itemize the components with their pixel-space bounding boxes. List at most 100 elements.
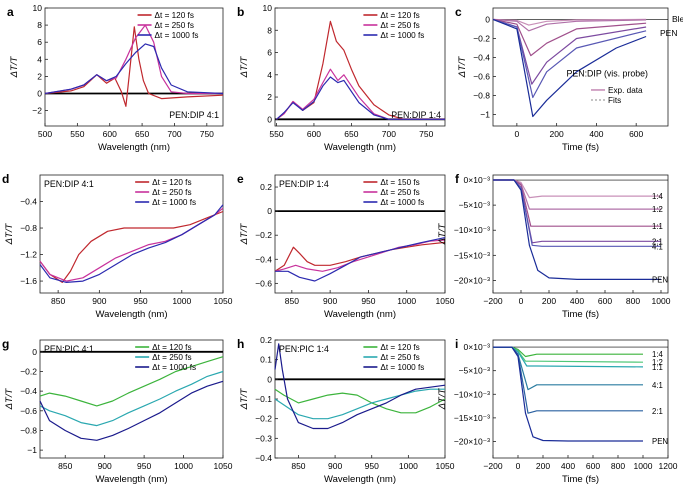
legend-entry: Δt = 250 fs bbox=[380, 353, 419, 362]
y-tick-label: 0 bbox=[267, 114, 272, 124]
series-line--t-250-fs bbox=[39, 370, 224, 427]
panel-letter: f bbox=[455, 172, 460, 186]
x-tick-label: −200 bbox=[483, 296, 502, 306]
series-line-4-1 bbox=[492, 18, 647, 99]
panel-letter: h bbox=[237, 337, 244, 351]
y-tick-label: 0.2 bbox=[260, 335, 272, 345]
y-tick-label: 2 bbox=[37, 71, 42, 81]
x-tick-label: 900 bbox=[98, 461, 112, 471]
y-tick-label: −0.6 bbox=[20, 406, 37, 416]
legend-entry: Δt = 1000 fs bbox=[380, 363, 424, 372]
x-tick-label: 600 bbox=[307, 129, 321, 139]
x-tick-label: 600 bbox=[103, 129, 117, 139]
panel-annotation: PEN:PIC 1:4 bbox=[279, 344, 329, 354]
x-tick-label: 850 bbox=[291, 461, 305, 471]
y-tick-label: −0.2 bbox=[255, 414, 272, 424]
x-tick-label: 0 bbox=[516, 461, 521, 471]
y-tick-label: −0.2 bbox=[473, 33, 490, 43]
y-tick-label: −0.3 bbox=[255, 433, 272, 443]
series-line-PEN bbox=[493, 346, 643, 442]
y-tick-label: 10 bbox=[263, 3, 273, 13]
y-tick-label: 0×10⁻³ bbox=[464, 175, 491, 185]
x-tick-label: 700 bbox=[382, 129, 396, 139]
x-axis-label: Wavelength (nm) bbox=[96, 309, 168, 320]
x-axis-label: Wavelength (nm) bbox=[98, 142, 170, 153]
series-label: 2:1 bbox=[652, 407, 663, 416]
y-tick-label: −5×10⁻³ bbox=[459, 200, 491, 210]
y-tick-label: 0.1 bbox=[260, 355, 272, 365]
x-tick-label: 1050 bbox=[436, 296, 455, 306]
series-line-2-1 bbox=[493, 346, 643, 414]
x-tick-label: 900 bbox=[323, 296, 337, 306]
x-tick-label: 550 bbox=[269, 129, 283, 139]
chart-panel-i: i −200 0 200 400 600 800 1000 1200 0×10⁻³ −5×10⁻³ −… bbox=[437, 337, 678, 485]
y-tick-label: 10 bbox=[33, 3, 43, 13]
x-tick-label: 850 bbox=[58, 461, 72, 471]
series-line--t-1000-fs bbox=[274, 343, 446, 430]
series-line--t-1000-fs bbox=[39, 204, 224, 283]
legend-entry: Δt = 120 fs bbox=[380, 11, 419, 20]
chart-panel-c: c 0 200 400 600 0 −0.2 −0.4 −0.6 −0.8 −1 Time (fs) Δ… bbox=[455, 5, 683, 153]
chart-panel-g: g 850 900 950 1000 1050 0 −0.2 −0.4 −0.6 −0.8 −1 Wav… bbox=[2, 337, 233, 485]
legend-entry: Δt = 250 fs bbox=[380, 21, 419, 30]
legend-entry: Δt = 250 fs bbox=[152, 353, 191, 362]
series-line-1-2 bbox=[492, 18, 647, 32]
x-tick-label: 1050 bbox=[214, 296, 233, 306]
x-axis-label: Wavelength (nm) bbox=[324, 142, 396, 153]
y-tick-label: −0.2 bbox=[20, 366, 37, 376]
y-tick-label: 4 bbox=[267, 70, 272, 80]
panel-letter: a bbox=[7, 5, 14, 19]
y-tick-label: 6 bbox=[37, 37, 42, 47]
x-tick-label: 1000 bbox=[172, 296, 191, 306]
x-tick-label: 200 bbox=[542, 296, 556, 306]
x-axis-label: Wavelength (nm) bbox=[324, 309, 396, 320]
y-tick-label: −0.4 bbox=[473, 52, 490, 62]
plot-frame bbox=[39, 339, 224, 459]
legend-entry: Δt = 150 fs bbox=[380, 178, 419, 187]
series-line-2-1 bbox=[493, 179, 661, 244]
y-axis-label: ΔT/T bbox=[4, 222, 15, 245]
legend-entry: Δt = 1000 fs bbox=[155, 31, 199, 40]
y-tick-label: −1.6 bbox=[20, 276, 37, 286]
legend-entry: Δt = 120 fs bbox=[155, 11, 194, 20]
panel-letter: b bbox=[237, 5, 244, 19]
y-tick-label: −10×10⁻³ bbox=[454, 225, 490, 235]
legend-entry: Fits bbox=[608, 96, 621, 105]
panel-annotation: PEN:DIP (vis. probe) bbox=[567, 68, 649, 78]
series-line-1-4 bbox=[492, 18, 647, 26]
series-line--t-120-fs bbox=[44, 26, 224, 107]
series-label: 4:1 bbox=[652, 381, 663, 390]
y-tick-label: 0 bbox=[485, 14, 490, 24]
series-line--t-150-fs bbox=[274, 241, 446, 272]
series-line--t-1000-fs bbox=[275, 237, 446, 282]
y-tick-label: −0.8 bbox=[473, 91, 490, 101]
y-tick-label: −1 bbox=[480, 110, 490, 120]
x-tick-label: 800 bbox=[626, 296, 640, 306]
y-axis-label: ΔT/T bbox=[239, 222, 250, 245]
chart-panel-a: a 500 550 600 650 700 750 −2 0 2 4 6 8 10 Wavelength (… bbox=[7, 3, 224, 153]
series-label: PEN bbox=[652, 275, 668, 284]
x-tick-label: 700 bbox=[167, 129, 181, 139]
series-label: PEN bbox=[652, 437, 668, 446]
legend-entry: Δt = 250 fs bbox=[152, 188, 191, 197]
y-tick-label: −20×10⁻³ bbox=[454, 275, 490, 285]
label-blends: Blends bbox=[672, 14, 683, 24]
legend-entry: Δt = 250 fs bbox=[380, 188, 419, 197]
series-label: 1:4 bbox=[652, 192, 664, 201]
plot-frame bbox=[39, 174, 224, 294]
x-tick-label: 1050 bbox=[436, 461, 455, 471]
plot-frame bbox=[274, 7, 446, 127]
series-line-4-1 bbox=[493, 179, 661, 247]
series-label: 1:1 bbox=[652, 222, 663, 231]
series-line--t-250-fs bbox=[274, 388, 445, 420]
x-tick-label: 200 bbox=[536, 461, 550, 471]
y-tick-label: −0.8 bbox=[20, 223, 37, 233]
x-tick-label: 0 bbox=[519, 296, 524, 306]
plot-frame bbox=[492, 7, 669, 127]
x-tick-label: −200 bbox=[483, 461, 502, 471]
chart-panel-b: b 550 600 650 700 750 0 2 4 6 8 10 Wavelength (nm) ΔT… bbox=[237, 3, 446, 153]
legend-entry: Exp. data bbox=[608, 86, 643, 95]
panel-letter: e bbox=[237, 172, 244, 186]
plot-frame bbox=[274, 174, 446, 294]
series-label: 2:1 bbox=[652, 237, 663, 246]
